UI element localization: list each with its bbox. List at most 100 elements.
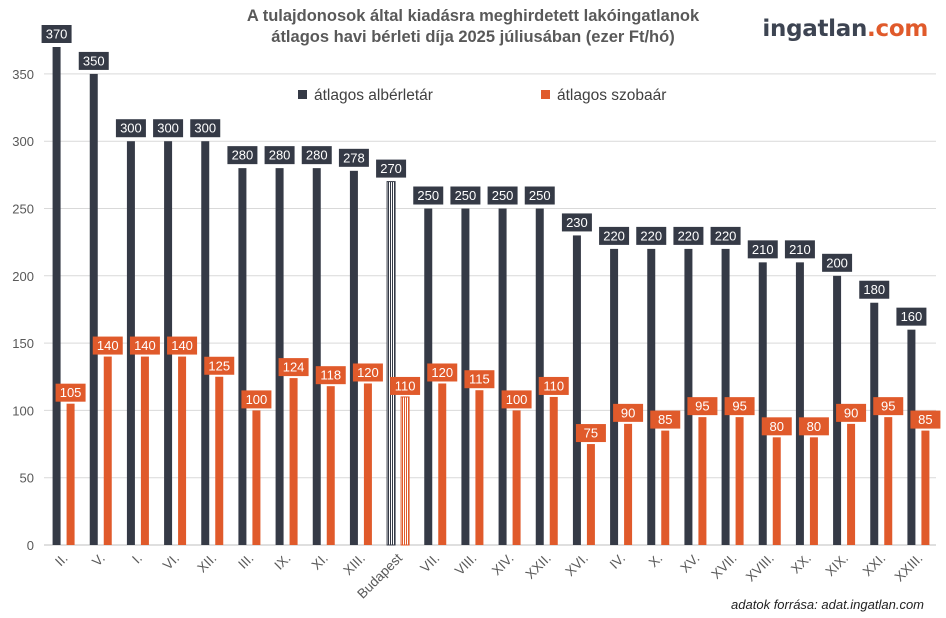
data-label-szobaár-box: [687, 397, 718, 416]
data-label-albérletár: 370: [46, 27, 68, 42]
bar-szobaár: [103, 356, 112, 545]
data-label-albérletár-box: [227, 146, 258, 165]
bar-albérletár: [201, 141, 210, 545]
bar-albérletár: [386, 181, 396, 546]
data-label-szobaár: 80: [770, 419, 784, 434]
data-label-szobaár: 95: [881, 399, 895, 414]
data-label-szobaár-box: [278, 358, 309, 377]
data-label-albérletár: 250: [417, 188, 439, 203]
bar-szobaár: [661, 430, 670, 545]
data-label-albérletár: 210: [789, 242, 811, 257]
chart-title-line1: A tulajdonosok által kiadásra meghirdete…: [246, 7, 700, 25]
bar-albérletár: [535, 208, 544, 545]
data-label-szobaár: 110: [395, 378, 416, 393]
data-label-szobaár-box: [873, 397, 904, 416]
x-tick-label: XIV.: [489, 551, 517, 579]
data-source-note: adatok forrása: adat.ingatlan.com: [731, 597, 924, 612]
bar-szobaár: [363, 383, 372, 545]
bar-szobaár: [475, 390, 484, 545]
data-label-szobaár-box: [241, 390, 272, 409]
bar-albérletár: [349, 170, 358, 545]
data-label-albérletár-box: [190, 119, 221, 138]
x-tick-label: XII.: [194, 551, 219, 576]
data-label-szobaár-box: [464, 370, 495, 389]
data-label-szobaár-box: [724, 397, 755, 416]
data-label-albérletár: 250: [492, 188, 514, 203]
data-label-albérletár-box: [376, 159, 407, 178]
bar-albérletár: [238, 168, 247, 545]
data-label-albérletár: 230: [566, 215, 588, 230]
data-label-albérletár-box: [338, 148, 369, 167]
bar-albérletár: [684, 248, 693, 545]
data-label-szobaár: 95: [732, 399, 746, 414]
data-label-szobaár-box: [761, 417, 792, 436]
legend-marker: [298, 90, 307, 99]
data-label-albérletár-box: [859, 280, 890, 299]
data-label-szobaár-box: [204, 356, 235, 375]
data-label-albérletár-box: [524, 186, 555, 205]
x-tick-label: XXIII.: [892, 551, 926, 585]
data-label-szobaár: 115: [469, 372, 490, 387]
legend-label: átlagos albérletár: [314, 87, 433, 104]
data-label-szobaár: 110: [543, 378, 564, 393]
x-tick-label: XIII.: [340, 551, 368, 579]
bars: 370 105 350 140 300 140 300 140 300 125 280 100 280 1…: [41, 25, 941, 546]
data-label-szobaár: 120: [431, 365, 453, 380]
data-label-albérletár-box: [822, 253, 853, 272]
data-label-albérletár: 220: [678, 228, 700, 243]
data-label-albérletár: 280: [306, 148, 328, 163]
data-label-albérletár-box: [78, 51, 109, 70]
data-label-szobaár-box: [427, 363, 458, 382]
data-label-szobaár-box: [836, 403, 867, 422]
data-label-albérletár: 300: [157, 121, 179, 136]
x-tick-label: XXI.: [860, 551, 889, 580]
bar-albérletár: [572, 235, 581, 545]
x-tick-label: VI.: [160, 551, 182, 573]
data-label-szobaár-box: [910, 410, 941, 429]
data-label-albérletár-box: [710, 226, 741, 245]
bar-szobaár: [438, 383, 447, 545]
data-label-albérletár-box: [673, 226, 704, 245]
data-label-albérletár-box: [487, 186, 518, 205]
data-label-szobaár: 95: [695, 399, 709, 414]
x-tick-label: XV.: [677, 551, 702, 576]
data-label-szobaár-box: [613, 403, 644, 422]
data-label-albérletár: 300: [120, 121, 142, 136]
data-label-szobaár: 140: [134, 338, 156, 353]
data-label-szobaár: 140: [171, 338, 193, 353]
x-tick-label: XI.: [309, 551, 331, 573]
data-label-szobaár: 85: [658, 412, 672, 427]
x-tick-label: II.: [52, 551, 71, 570]
data-label-szobaár-box: [55, 383, 86, 402]
x-tick-label: VIII.: [452, 551, 480, 579]
bar-albérletár: [721, 248, 730, 545]
data-label-albérletár: 250: [529, 188, 551, 203]
data-label-albérletár-box: [896, 307, 927, 326]
bar-albérletár: [275, 168, 284, 545]
data-label-albérletár: 160: [901, 309, 923, 324]
y-tick-label: 150: [12, 336, 34, 351]
data-label-szobaár-box: [352, 363, 383, 382]
x-tick-label: IX.: [271, 551, 293, 573]
y-tick-label: 50: [20, 471, 34, 486]
data-label-albérletár: 270: [380, 161, 402, 176]
bar-albérletár: [795, 262, 804, 545]
data-label-szobaár-box: [538, 376, 569, 395]
data-label-albérletár: 180: [863, 282, 885, 297]
bar-szobaár: [735, 417, 744, 545]
bar-szobaár: [884, 417, 893, 545]
data-label-albérletár-box: [599, 226, 630, 245]
data-label-albérletár-box: [450, 186, 481, 205]
data-label-szobaár: 105: [60, 385, 82, 400]
chart-title: A tulajdonosok által kiadásra meghirdete…: [0, 6, 946, 48]
x-tick-label: X.: [646, 551, 666, 571]
x-tick-label: XXII.: [523, 551, 554, 582]
data-label-szobaár-box: [575, 424, 606, 443]
bar-szobaár: [847, 423, 856, 545]
bar-szobaár: [512, 410, 521, 545]
data-label-albérletár: 200: [826, 255, 848, 270]
bar-szobaár: [400, 396, 410, 546]
data-label-albérletár-box: [747, 240, 778, 259]
data-label-szobaár: 124: [283, 360, 305, 375]
